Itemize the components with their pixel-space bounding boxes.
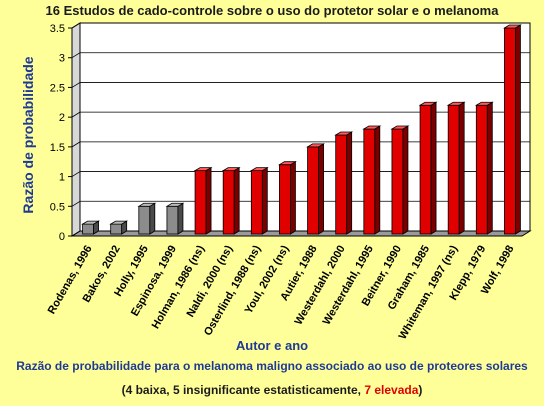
gridline-diag (71, 230, 81, 237)
bar (249, 166, 269, 235)
y-tick-label: 2 (59, 112, 65, 124)
x-tick-label: Westerdahl, 1995 (321, 244, 376, 328)
caption: Razão de probabilidade para o melanoma m… (16, 359, 528, 373)
gridline-diag (71, 22, 81, 29)
y-tick-label: 1 (59, 172, 65, 184)
legend-note-part3: ) (418, 383, 423, 397)
y-tick-label: 3 (59, 53, 65, 65)
gridline-diag (71, 52, 81, 59)
y-axis-label: Razão de probabilidade (20, 56, 36, 213)
bar (390, 125, 410, 235)
bar (362, 125, 382, 235)
y-axis-ticks: 0 0.5 1 1.5 2 2.5 3 3.5 (50, 23, 73, 243)
bar (109, 220, 129, 235)
y-tick-label: 2.5 (50, 82, 65, 94)
x-tick-label: Westerdahl, 2000 (293, 244, 348, 328)
bar (165, 202, 185, 235)
gridline-diag (71, 141, 81, 148)
bar (277, 160, 297, 235)
bar (446, 101, 466, 235)
bar (502, 24, 522, 235)
bar (221, 166, 241, 235)
bar (418, 101, 438, 235)
bar (306, 143, 326, 235)
bars (81, 24, 522, 235)
bar (193, 166, 213, 235)
bar (81, 220, 101, 235)
chart-title: 16 Estudos de cado-controle sobre o uso … (46, 3, 500, 18)
bar (474, 101, 494, 235)
bar (137, 202, 157, 235)
gridline-diag (71, 171, 81, 177)
gridline-diag (71, 82, 81, 88)
legend-note-elevated: 7 elevada (364, 383, 419, 397)
x-tick-label: Rodenas, 1996 (46, 244, 95, 317)
y-tick-label: 0 (59, 231, 65, 243)
bar (334, 131, 354, 235)
y-tick-label: 0.5 (50, 201, 65, 213)
x-axis-label: Autor e ano (236, 338, 308, 353)
gridline-diag (71, 111, 81, 118)
legend-note: (4 baixa, 5 insignificante estatisticame… (0, 383, 544, 397)
legend-note-part1: (4 baixa, 5 insignificante estatisticame… (121, 383, 365, 397)
y-tick-label: 1.5 (50, 142, 65, 154)
y-tick-label: 3.5 (50, 23, 65, 35)
gridline-diag (71, 200, 81, 207)
